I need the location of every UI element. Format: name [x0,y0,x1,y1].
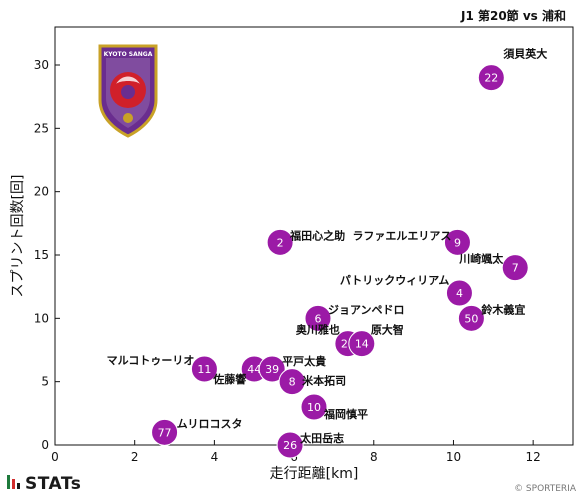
player-name-label: 奥川雅也 [295,323,340,337]
player-number: 22 [484,72,498,85]
player-number: 8 [289,376,296,389]
axis-ticks: 0 2 4 6 8 10 12 0 5 10 15 20 25 30 [34,58,541,464]
player-name-label: 福田心之助 [289,228,345,242]
point-marker [457,304,485,332]
crest-text: KYOTO SANGA [104,51,153,58]
player-number: 6 [314,312,321,325]
player-name-label: 須貝英大 [502,47,547,61]
player-name-label: 太田岳志 [299,431,344,445]
data-point: 7 川崎颯太 [458,252,529,282]
y-tick-label: 5 [41,375,49,389]
data-point: 4 パトリックウィリアム [340,274,473,307]
player-number: 4 [456,287,463,300]
data-point: 2 福田心之助 [266,228,345,256]
x-tick-label: 0 [51,450,59,464]
y-tick-label: 30 [34,58,49,72]
player-number: 26 [283,439,297,452]
y-tick-label: 20 [34,185,49,199]
x-tick-label: 10 [446,450,461,464]
player-number: 7 [512,262,519,275]
point-marker [348,330,376,358]
club-crest: KYOTO SANGA [98,44,158,138]
match-title: J1 第20節 vs 浦和 [460,8,566,23]
player-number: 10 [307,401,321,414]
player-number: 2 [277,236,284,249]
point-marker [258,355,286,383]
stats-logo-icon [7,475,20,489]
point-marker [151,418,179,446]
player-number: 14 [355,338,369,351]
point-marker [443,228,471,256]
player-name-label: パトリックウィリアム [340,274,450,287]
point-marker [266,228,294,256]
point-marker [304,304,332,332]
credit-text: © SPORTERIA [514,484,577,494]
x-tick-label: 2 [131,450,139,464]
point-marker [300,393,328,421]
player-name-label: マルコトゥーリオ [107,354,195,367]
point-marker [276,431,304,459]
x-axis-label: 走行距離[km] [270,465,359,482]
player-name-label: 原大智 [371,323,404,337]
player-name-label: 鈴木義宜 [481,302,525,316]
y-tick-label: 0 [41,438,49,452]
player-name-label: ラファエルエリアス [352,229,451,242]
player-number: 50 [464,312,478,325]
player-number: 9 [454,236,461,249]
data-point: 6 ジョアンペドロ [304,303,405,332]
brand-name: STATs [25,474,81,494]
player-name-label: 川崎颯太 [458,252,504,266]
y-tick-label: 15 [34,248,49,262]
y-tick-label: 25 [34,121,49,135]
player-number: 11 [197,363,211,376]
player-number: 39 [265,363,279,376]
player-name-label: ムリロコスタ [177,417,243,430]
y-axis-label: スプリント回数[回] [10,175,26,298]
player-number: 77 [158,426,172,439]
point-marker [445,279,473,307]
player-name-label: ジョアンペドロ [328,303,405,316]
x-tick-label: 8 [370,450,378,464]
player-name-label: 平戸太貴 [282,354,326,368]
y-tick-label: 10 [34,311,49,325]
data-point: 8 米本拓司 [278,368,346,396]
data-point: 22 須貝英大 [477,47,547,92]
x-tick-label: 4 [211,450,219,464]
player-name-label: 米本拓司 [301,374,346,388]
point-marker [477,64,505,92]
x-tick-label: 12 [526,450,541,464]
point-marker [501,254,529,282]
plot-frame [54,26,574,446]
data-point: 77 ムリロコスタ [151,417,243,446]
point-marker [278,368,306,396]
point-marker [190,355,218,383]
player-number: 44 [247,363,261,376]
player-name-label: 福岡慎平 [323,407,368,421]
player-name-label: 佐藤響 [212,372,246,386]
